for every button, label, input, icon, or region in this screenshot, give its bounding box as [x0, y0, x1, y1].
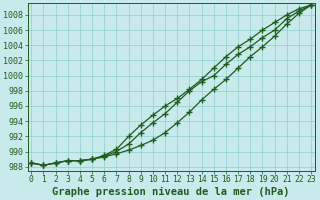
X-axis label: Graphe pression niveau de la mer (hPa): Graphe pression niveau de la mer (hPa) [52, 186, 290, 197]
